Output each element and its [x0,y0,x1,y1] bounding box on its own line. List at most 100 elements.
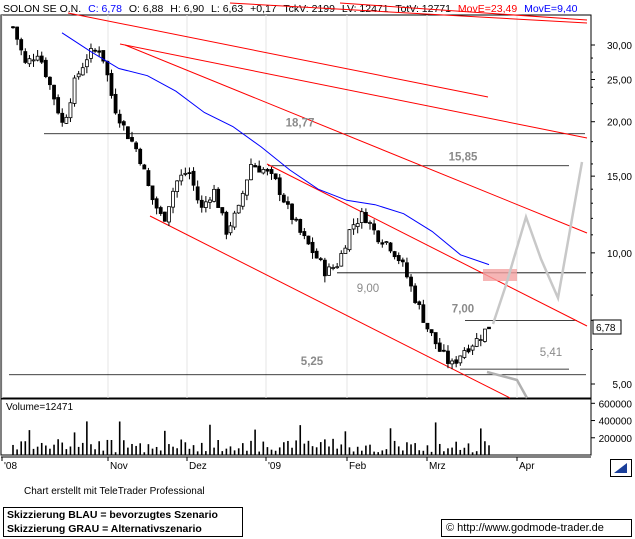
header-ma9: MovE=9,40 [524,3,578,15]
candle-body [339,253,344,267]
candle-body [179,174,184,182]
candle-body [208,199,212,203]
header-change: +0,17 [250,3,277,15]
volume-bars [12,421,490,455]
candle-body [52,84,56,100]
candle-body [203,201,208,208]
candle-body [134,142,139,150]
copyright-link[interactable]: © http://www.godmode-trader.de [441,519,632,537]
candle-body [331,267,335,269]
candle-body [392,251,397,258]
candle-body [433,332,438,345]
candle-body [306,235,311,245]
candle-body [318,258,323,261]
candle-body [125,126,130,140]
last-price-box [592,319,622,335]
candle-body [150,185,155,201]
scenario-grau-up [491,161,584,325]
candle-body [121,121,126,126]
candle-body [93,49,97,52]
candle-body [482,328,487,342]
candle-body [244,179,249,196]
y-tick-label: 25,00 [607,75,632,86]
target-zone [483,269,517,281]
candle-body [195,186,200,201]
x-tick-label: Dez [189,461,207,472]
y-tick-label: 30,00 [607,41,632,52]
candle-body [368,222,372,224]
candle-body [277,177,282,195]
candle-body [327,266,331,276]
x-tick-label: '08 [4,461,17,472]
header-open: O: 6,88 [129,3,164,15]
trend-channels [67,2,588,399]
scenario-sketches [483,161,584,399]
y-tick-label: 10,00 [607,249,632,260]
candle-body [322,259,327,277]
candle-body [363,212,368,224]
candle-body [109,73,114,96]
y-tick-label: 15,00 [607,172,632,183]
volume-axis: 600000 400000 200000 [591,399,633,445]
y-axis: 30,00 25,00 20,00 15,00 10,00 5,00 [591,41,632,391]
candle-body [15,26,20,40]
candle-body [310,241,315,254]
candle-body [462,350,467,358]
trendline [339,2,588,21]
candle-body [384,241,389,244]
candle-body [474,338,479,347]
candle-body [413,285,418,303]
candle-body [228,225,233,234]
horizontal-levels [9,133,586,376]
candle-body [290,203,294,220]
candle-body [23,51,28,63]
trendline [124,44,588,234]
candle-body [162,211,167,222]
chart-credit: Chart erstellt mit TeleTrader Profession… [24,486,205,497]
logo-mark [614,463,627,473]
candle-body [64,116,69,124]
candle-body [101,50,106,62]
candle-body [39,55,44,63]
header-tickv: TckV: 2199 [283,3,335,15]
candle-body [343,247,348,254]
scenario-grau-down [486,370,529,399]
candle-body [249,164,253,181]
header-high: H: 6,90 [170,3,204,15]
candle-body [314,250,319,259]
level-label: 5,41 [540,347,562,359]
candle-body [446,350,450,364]
candle-body [43,59,48,78]
candle-body [130,137,134,142]
teletrader-logo-icon [610,459,632,477]
candle-body [220,207,225,214]
header-close: C: 6,78 [88,3,122,15]
scenario-legend: Skizzierung BLAU = bevorzugtes Szenario … [3,507,243,537]
candle-body [19,39,24,51]
candle-body [429,329,434,334]
candle-body [84,59,89,68]
volume-tick-label: 200000 [599,434,633,445]
candle-body [286,201,290,205]
candle-body [31,59,36,62]
candle-body [470,345,475,351]
candle-body [454,359,459,364]
trendline [67,12,489,98]
candle-body [68,102,73,119]
candle-body [35,55,40,61]
header-ticker: SOLON SE O.N. [3,3,81,15]
candle-body [183,172,188,175]
candle-body [294,218,299,221]
level-label: 9,00 [357,283,379,295]
candle-body [146,170,151,186]
legend-blue: Skizzierung BLAU = bevorzugtes Szenario [7,509,218,521]
trendline [149,215,511,399]
y-tick-label: 20,00 [607,118,632,129]
logo-triangle [614,463,627,473]
candle-body [117,113,122,124]
candle-body [441,349,446,352]
candle-body [187,172,192,175]
candle-body [273,173,278,180]
candle-body [11,26,15,29]
